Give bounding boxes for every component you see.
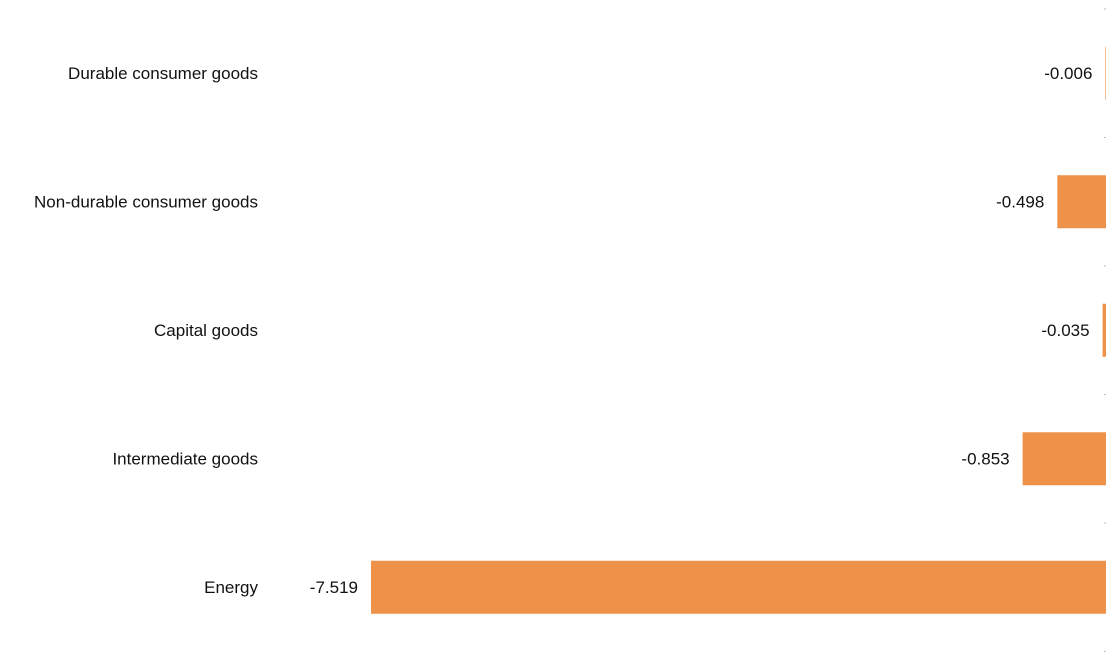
bar-energy <box>371 560 1106 614</box>
category-label: Energy <box>204 578 258 597</box>
bars <box>371 46 1106 614</box>
category-label: Intermediate goods <box>112 449 258 468</box>
value-label: -0.006 <box>1044 64 1092 83</box>
value-label: -0.853 <box>961 449 1009 468</box>
bar-non-durable-consumer-goods <box>1057 175 1106 229</box>
value-label: -0.035 <box>1041 321 1089 340</box>
value-label: -0.498 <box>996 192 1044 211</box>
category-label: Durable consumer goods <box>68 64 258 83</box>
category-label: Non-durable consumer goods <box>34 192 258 211</box>
category-label: Capital goods <box>154 321 258 340</box>
bar-capital-goods <box>1102 303 1106 357</box>
value-label: -7.519 <box>310 578 358 597</box>
value-labels: -0.006 -0.498 -0.035 -0.853 -7.519 <box>310 64 1093 597</box>
category-labels: Durable consumer goods Non-durable consum… <box>34 64 258 597</box>
bar-intermediate-goods <box>1022 432 1106 486</box>
